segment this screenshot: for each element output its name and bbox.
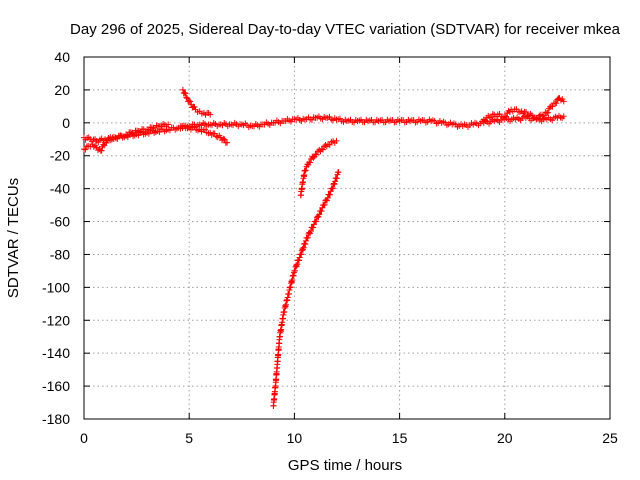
data-point <box>329 185 336 192</box>
data-point <box>187 98 194 105</box>
data-point <box>323 197 330 204</box>
data-point <box>165 121 172 128</box>
x-tick-label: 10 <box>287 430 303 446</box>
y-tick-label: -100 <box>42 279 70 295</box>
data-point <box>310 154 317 161</box>
data-point <box>505 107 512 114</box>
series-recovery-arc <box>297 137 340 199</box>
data-point <box>332 178 339 185</box>
data-point <box>302 167 309 174</box>
data-point <box>326 141 333 148</box>
y-tick-label: -20 <box>50 148 70 164</box>
data-point <box>553 100 560 107</box>
y-tick-label: -60 <box>50 214 70 230</box>
x-tick-label: 15 <box>392 430 408 446</box>
data-point <box>335 169 342 176</box>
data-point <box>313 218 320 225</box>
data-point <box>296 254 303 261</box>
data-point <box>207 111 214 118</box>
data-point <box>221 136 228 143</box>
tick-labels: 0 5 10 15 20 25 -180 -160 -140 -120 -100 -80 -60 -40 -… <box>42 49 618 446</box>
series-late-ragged <box>480 95 567 124</box>
y-tick-label: -140 <box>42 345 70 361</box>
data-point <box>333 175 340 182</box>
data-point <box>333 137 340 144</box>
series-falling-arc <box>179 86 214 118</box>
data-point <box>321 201 328 208</box>
data-point <box>544 109 551 116</box>
data-point <box>331 181 338 188</box>
y-axis-label: SDTVAR / TECUs <box>5 178 22 298</box>
data-point <box>313 151 320 158</box>
data-point <box>103 139 110 146</box>
data-point <box>318 208 325 215</box>
data-point <box>523 109 530 116</box>
data-point <box>182 90 189 97</box>
data-point <box>95 147 102 154</box>
data-point <box>90 143 97 150</box>
axis-ticks <box>83 56 611 420</box>
data-point <box>291 267 298 274</box>
y-tick-label: 40 <box>54 49 70 65</box>
data-point <box>295 257 302 264</box>
data-point <box>320 146 327 153</box>
y-tick-label: -160 <box>42 378 70 394</box>
data-point <box>560 98 567 105</box>
data-point <box>534 115 541 122</box>
data-point <box>326 191 333 198</box>
y-tick-label: 20 <box>54 82 70 98</box>
data-point <box>316 211 323 218</box>
data-point <box>294 261 301 268</box>
data-point <box>183 94 190 101</box>
data-point <box>93 144 100 151</box>
data-point <box>293 262 300 269</box>
data-point <box>298 251 305 258</box>
data-point <box>181 89 188 96</box>
data-point <box>488 114 495 121</box>
data-point <box>82 146 89 153</box>
chart-title: Day 296 of 2025, Sidereal Day-to-day VTE… <box>70 21 621 38</box>
series-evening-arc <box>177 122 231 146</box>
data-point <box>324 194 331 201</box>
data-point <box>220 135 227 142</box>
series-deep-dip <box>270 169 342 409</box>
x-tick-label: 5 <box>185 430 193 446</box>
data-point <box>307 159 314 166</box>
x-axis-label: GPS time / hours <box>288 457 402 474</box>
data-point <box>527 110 534 117</box>
y-tick-label: -80 <box>50 246 70 262</box>
data-point <box>310 224 317 231</box>
data-point <box>540 112 547 119</box>
series-noisy-early <box>81 120 172 154</box>
y-tick-label: 0 <box>62 115 70 131</box>
y-tick-label: -180 <box>42 411 70 427</box>
data-point <box>560 113 567 120</box>
data-point <box>299 245 306 252</box>
y-tick-label: -40 <box>50 181 70 197</box>
data-point <box>186 97 193 104</box>
x-tick-label: 25 <box>602 430 618 446</box>
data-point <box>98 147 105 154</box>
x-tick-label: 0 <box>80 430 88 446</box>
data-point <box>219 137 226 144</box>
grid <box>84 57 610 419</box>
plot-frame <box>83 56 611 420</box>
data-point <box>304 234 311 241</box>
y-tick-label: -120 <box>42 312 70 328</box>
data-point <box>302 241 309 248</box>
data-point <box>549 103 556 110</box>
data-point <box>224 139 231 146</box>
data-point <box>503 113 510 120</box>
data-series <box>81 86 567 409</box>
x-tick-label: 20 <box>497 430 513 446</box>
data-point <box>557 97 564 104</box>
data-point <box>302 237 309 244</box>
data-point <box>211 130 218 137</box>
data-point <box>191 104 198 111</box>
data-point <box>300 244 307 251</box>
data-point <box>307 228 314 235</box>
